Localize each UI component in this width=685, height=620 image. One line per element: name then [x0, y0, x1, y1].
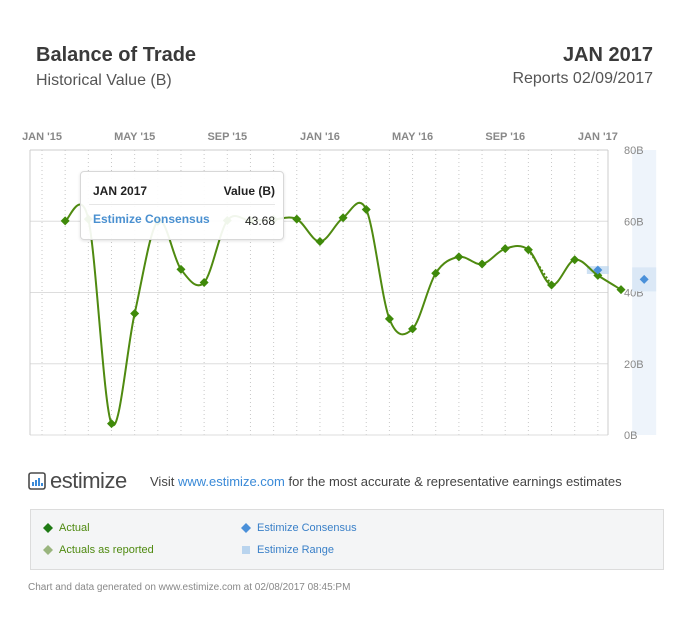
- y-tick-label: 20B: [624, 359, 644, 371]
- y-tick-label: 80B: [624, 145, 644, 157]
- legend-label-as-reported: Actuals as reported: [59, 544, 154, 556]
- actual-data-point: [593, 270, 603, 280]
- x-tick-label: SEP '15: [207, 131, 247, 143]
- y-tick-label: 0B: [624, 430, 637, 442]
- actual-data-point: [315, 237, 325, 247]
- footer-note: Chart and data generated on www.estimize…: [28, 582, 351, 593]
- promo-link[interactable]: www.estimize.com: [177, 474, 285, 489]
- tooltip-series-name: Estimize Consensus: [93, 212, 210, 226]
- consensus-data-point: [639, 274, 649, 284]
- x-tick-label: SEP '16: [485, 131, 525, 143]
- page-title: Balance of Trade: [36, 44, 197, 66]
- actual-data-point: [454, 252, 464, 262]
- legend-label-consensus: Estimize Consensus: [257, 522, 357, 534]
- y-tick-label: 60B: [624, 216, 644, 228]
- actual-data-point: [199, 278, 209, 288]
- square-icon: [242, 546, 250, 554]
- actual-data-point: [431, 268, 441, 278]
- promo-text: Visit www.estimize.com for the most accu…: [150, 474, 622, 489]
- actual-data-point: [523, 245, 533, 255]
- x-tick-label: MAY '15: [114, 131, 155, 143]
- report-period: JAN 2017: [562, 44, 653, 66]
- x-tick-label: MAY '16: [392, 131, 433, 143]
- x-tick-label: JAN '16: [300, 131, 340, 143]
- actual-data-point: [130, 309, 140, 319]
- actual-data-point: [616, 285, 626, 295]
- page-subtitle: Historical Value (B): [36, 72, 172, 89]
- x-tick-label: JAN '17: [578, 131, 618, 143]
- legend-item-actual[interactable]: Actual: [43, 522, 90, 534]
- diamond-icon: [241, 523, 251, 533]
- x-tick-label: JAN '15: [22, 131, 62, 143]
- legend-label-actual: Actual: [59, 522, 90, 534]
- chart-tooltip: JAN 2017 Value (B) Estimize Consensus 43…: [80, 171, 284, 240]
- legend-item-as-reported[interactable]: Actuals as reported: [43, 544, 154, 556]
- promo-suffix: for the most accurate & representative e…: [284, 474, 622, 489]
- legend-item-range[interactable]: Estimize Range: [241, 544, 334, 556]
- legend-item-consensus[interactable]: Estimize Consensus: [241, 522, 357, 534]
- actual-data-point: [292, 214, 302, 224]
- promo-prefix: Visit: [150, 474, 178, 489]
- consensus-data-point: [593, 265, 603, 275]
- as-reported-series-line: [527, 249, 553, 286]
- brand-name: estimize: [50, 468, 127, 493]
- estimize-brand[interactable]: estimize: [28, 468, 127, 493]
- chart-legend: Actual Actuals as reported Estimize Cons…: [30, 509, 664, 570]
- legend-label-range: Estimize Range: [257, 544, 335, 556]
- estimize-logo-icon: [28, 472, 46, 490]
- actual-data-point: [547, 280, 557, 290]
- diamond-icon: [43, 523, 53, 533]
- actual-data-point: [176, 264, 186, 274]
- tooltip-period: JAN 2017: [93, 184, 148, 198]
- forecast-band: [632, 150, 657, 435]
- actual-data-point: [570, 255, 580, 265]
- actual-data-point: [477, 259, 487, 269]
- actual-data-point: [106, 419, 116, 429]
- actual-data-point: [60, 216, 70, 226]
- diamond-icon: [43, 545, 53, 555]
- tooltip-column-label: Value (B): [223, 184, 275, 198]
- actual-data-point: [408, 324, 418, 334]
- actual-data-point: [338, 213, 348, 223]
- actual-data-point: [500, 244, 510, 254]
- actual-data-point: [361, 204, 371, 214]
- tooltip-value: 43.68: [244, 214, 275, 228]
- report-date: Reports 02/09/2017: [512, 70, 653, 87]
- tooltip-divider: [89, 204, 275, 205]
- actual-data-point: [384, 314, 394, 324]
